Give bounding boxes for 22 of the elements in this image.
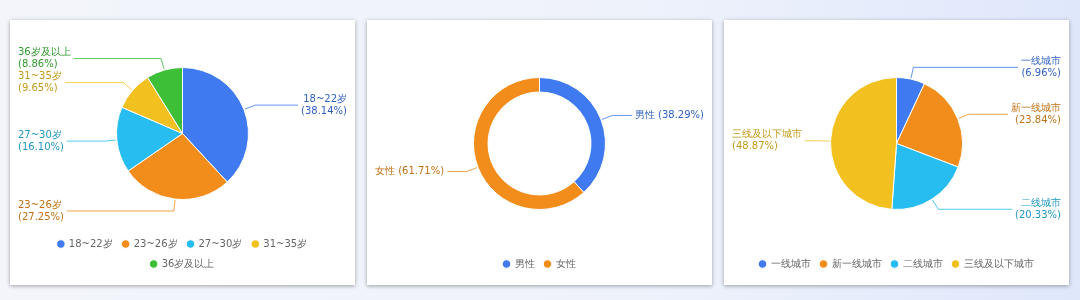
data-label: 女性 (61.71%) [375, 165, 445, 177]
legend-label: 27~30岁 [198, 237, 243, 249]
data-label: 一线城市 (6.96%) [1021, 54, 1062, 78]
legend-label: 三线及以下城市 [963, 257, 1034, 269]
data-label: 36岁及以上 (8.86%) [18, 46, 71, 70]
legend-label: 一线城市 [770, 257, 811, 269]
legend-label: 31~35岁 [263, 237, 308, 249]
data-label: 三线及以下城市 (48.87%) [732, 128, 802, 152]
legend-label: 二线城市 [902, 257, 943, 269]
data-label: 18~22岁 (38.14%) [301, 92, 348, 116]
legend-label: 新一线城市 [831, 257, 882, 269]
legend-label: 23~26岁 [133, 237, 178, 249]
legend-label: 女性 [555, 257, 576, 269]
data-label: 31~35岁 (9.65%) [18, 70, 62, 94]
legend-label: 18~22岁 [68, 237, 113, 249]
legend-label: 男性 [514, 257, 535, 269]
data-label: 二线城市 (20.33%) [1015, 196, 1062, 220]
legend-label: 36岁及以上 [161, 257, 215, 269]
data-label: 男性 (38.29%) [634, 109, 705, 121]
data-label: 23~26岁 (27.25%) [18, 198, 65, 222]
data-label: 27~30岁 (16.10%) [18, 128, 65, 152]
data-label: 新一线城市 (23.84%) [1011, 101, 1062, 125]
